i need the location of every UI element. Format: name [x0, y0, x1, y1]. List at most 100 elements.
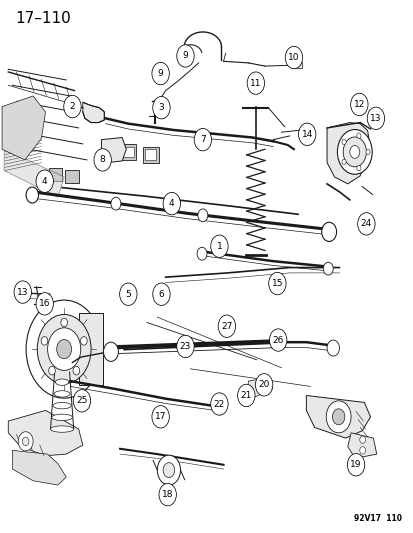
Text: 1: 1 [216, 242, 222, 251]
Text: 12: 12 [353, 100, 364, 109]
Circle shape [152, 406, 169, 428]
Ellipse shape [55, 379, 69, 385]
Circle shape [365, 149, 369, 155]
Circle shape [341, 139, 345, 144]
Circle shape [163, 463, 174, 478]
Text: 27: 27 [221, 322, 232, 330]
Text: 17–110: 17–110 [16, 11, 71, 26]
Polygon shape [2, 96, 45, 160]
Text: 2: 2 [69, 102, 75, 111]
Circle shape [342, 137, 366, 167]
Circle shape [210, 235, 228, 257]
Circle shape [73, 366, 79, 375]
Circle shape [298, 123, 315, 146]
Polygon shape [101, 138, 126, 163]
Circle shape [247, 72, 264, 94]
Ellipse shape [53, 402, 71, 409]
Circle shape [119, 283, 137, 305]
FancyBboxPatch shape [49, 168, 62, 181]
Circle shape [49, 366, 55, 375]
Circle shape [26, 187, 38, 203]
Text: 22: 22 [213, 400, 225, 408]
Circle shape [73, 390, 90, 412]
Circle shape [103, 342, 118, 361]
FancyBboxPatch shape [122, 147, 133, 157]
Text: 21: 21 [240, 391, 252, 400]
FancyBboxPatch shape [78, 313, 103, 385]
Text: 16: 16 [39, 300, 50, 308]
Circle shape [152, 283, 170, 305]
Circle shape [47, 328, 81, 370]
Text: 8: 8 [100, 156, 105, 164]
Polygon shape [247, 377, 272, 397]
Text: 3: 3 [158, 103, 164, 112]
Circle shape [176, 335, 194, 358]
Circle shape [325, 401, 350, 433]
Text: 20: 20 [258, 381, 269, 389]
FancyBboxPatch shape [142, 147, 158, 163]
Circle shape [64, 95, 81, 118]
FancyBboxPatch shape [120, 144, 135, 160]
Ellipse shape [52, 414, 72, 421]
Circle shape [57, 340, 71, 359]
Circle shape [94, 149, 111, 171]
Circle shape [157, 455, 180, 485]
Circle shape [218, 315, 235, 337]
Circle shape [210, 393, 228, 415]
Text: 92V17  110: 92V17 110 [353, 514, 401, 523]
Circle shape [356, 165, 360, 171]
Ellipse shape [50, 426, 74, 432]
Text: 9: 9 [182, 52, 188, 60]
Circle shape [152, 96, 170, 119]
Text: 14: 14 [301, 130, 312, 139]
Circle shape [237, 384, 254, 407]
Circle shape [350, 93, 367, 116]
Text: 18: 18 [161, 490, 173, 499]
Circle shape [176, 45, 194, 67]
Circle shape [36, 293, 53, 315]
Circle shape [357, 213, 374, 235]
FancyBboxPatch shape [292, 62, 301, 68]
Circle shape [269, 329, 286, 351]
Circle shape [356, 133, 360, 139]
Circle shape [81, 337, 87, 345]
Polygon shape [4, 149, 64, 197]
Circle shape [111, 197, 121, 210]
Circle shape [36, 170, 53, 192]
Circle shape [347, 454, 364, 476]
Ellipse shape [54, 391, 70, 397]
Circle shape [197, 247, 206, 260]
Circle shape [194, 128, 211, 151]
Polygon shape [83, 102, 104, 123]
Polygon shape [8, 410, 83, 456]
Circle shape [41, 337, 47, 345]
Text: 9: 9 [157, 69, 163, 78]
Text: 4: 4 [169, 199, 174, 208]
Circle shape [255, 374, 272, 396]
Text: 23: 23 [179, 342, 191, 351]
Circle shape [285, 46, 302, 69]
Polygon shape [12, 450, 66, 485]
Text: 17: 17 [154, 413, 166, 421]
Circle shape [197, 209, 207, 222]
Circle shape [152, 62, 169, 85]
Circle shape [359, 436, 365, 443]
Polygon shape [326, 123, 370, 184]
Text: 10: 10 [287, 53, 299, 62]
Text: 19: 19 [349, 461, 361, 469]
Polygon shape [306, 395, 370, 438]
Circle shape [18, 432, 33, 451]
Circle shape [332, 409, 344, 425]
Text: 26: 26 [272, 336, 283, 344]
Circle shape [163, 192, 180, 215]
Circle shape [321, 222, 336, 241]
Circle shape [323, 262, 332, 275]
Circle shape [159, 483, 176, 506]
Text: 25: 25 [76, 397, 88, 405]
Circle shape [37, 314, 91, 384]
Text: 7: 7 [199, 135, 205, 144]
Text: 11: 11 [249, 79, 261, 87]
Polygon shape [347, 433, 376, 458]
Circle shape [26, 300, 102, 398]
Circle shape [22, 437, 29, 446]
